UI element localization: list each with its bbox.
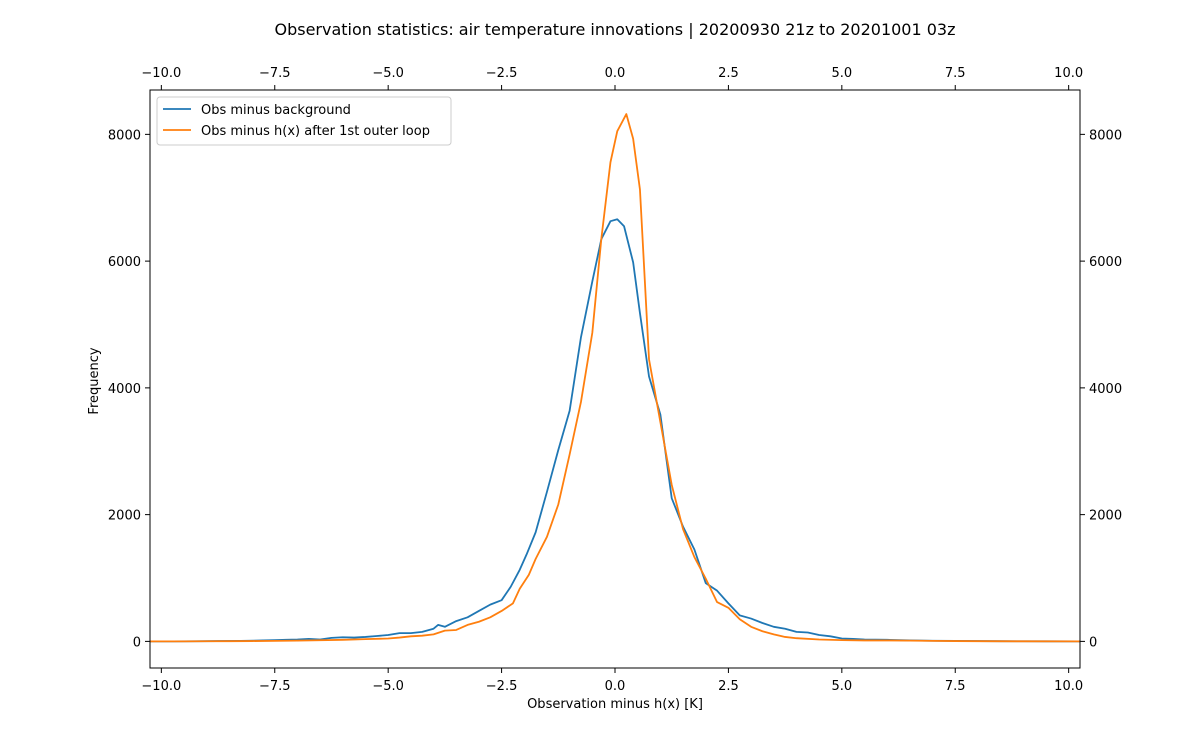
y-axis-label: Frequency [87,347,102,414]
x-tick-label-top: 7.5 [945,66,966,81]
legend: Obs minus background Obs minus h(x) after… [156,96,452,146]
x-tick-label-bottom: −7.5 [259,679,291,694]
y-tick-label-right: 4000 [1089,382,1122,397]
x-axis-label: Observation minus h(x) [K] [527,697,703,712]
x-tick-label-bottom: 7.5 [945,679,966,694]
x-tick-label-top: −7.5 [259,66,291,81]
x-tick-label-top: 2.5 [718,66,739,81]
y-tick-label-right: 6000 [1089,255,1122,270]
x-tick-label-bottom: 5.0 [831,679,852,694]
series-line-0 [150,218,1081,643]
x-tick-label-top: −10.0 [141,66,181,81]
x-tick-label-bottom: 2.5 [718,679,739,694]
x-tick-label-top: 5.0 [831,66,852,81]
x-tick-label-top: −2.5 [486,66,518,81]
x-tick-label-bottom: −10.0 [141,679,181,694]
legend-label-0: Obs minus background [201,103,351,118]
y-tick-label-right: 2000 [1089,509,1122,524]
y-tick-label-left: 2000 [108,509,141,524]
y-tick-label-left: 6000 [108,255,141,270]
y-tick-label-right: 8000 [1089,128,1122,143]
x-tick-label-bottom: 10.0 [1054,679,1083,694]
series-line-1 [150,113,1081,643]
y-tick-label-right: 0 [1089,635,1097,650]
legend-label-1: Obs minus h(x) after 1st outer loop [201,124,430,139]
y-tick-label-left: 8000 [108,128,141,143]
y-tick-label-left: 0 [133,635,141,650]
x-tick-label-bottom: −5.0 [372,679,404,694]
plot-area: −10.0 −10.0 −7.5 −7.5 −5.0 −5.0 −2.5 −2.5 0.0 0.0… [108,66,1122,694]
y-tick-label-left: 4000 [108,382,141,397]
x-tick-label-bottom: −2.5 [486,679,518,694]
x-tick-label-top: −5.0 [372,66,404,81]
x-tick-label-top: 10.0 [1054,66,1083,81]
chart-title: Observation statistics: air temperature … [274,20,955,39]
x-tick-label-bottom: 0.0 [605,679,626,694]
x-tick-label-top: 0.0 [605,66,626,81]
legend-box [156,96,452,146]
